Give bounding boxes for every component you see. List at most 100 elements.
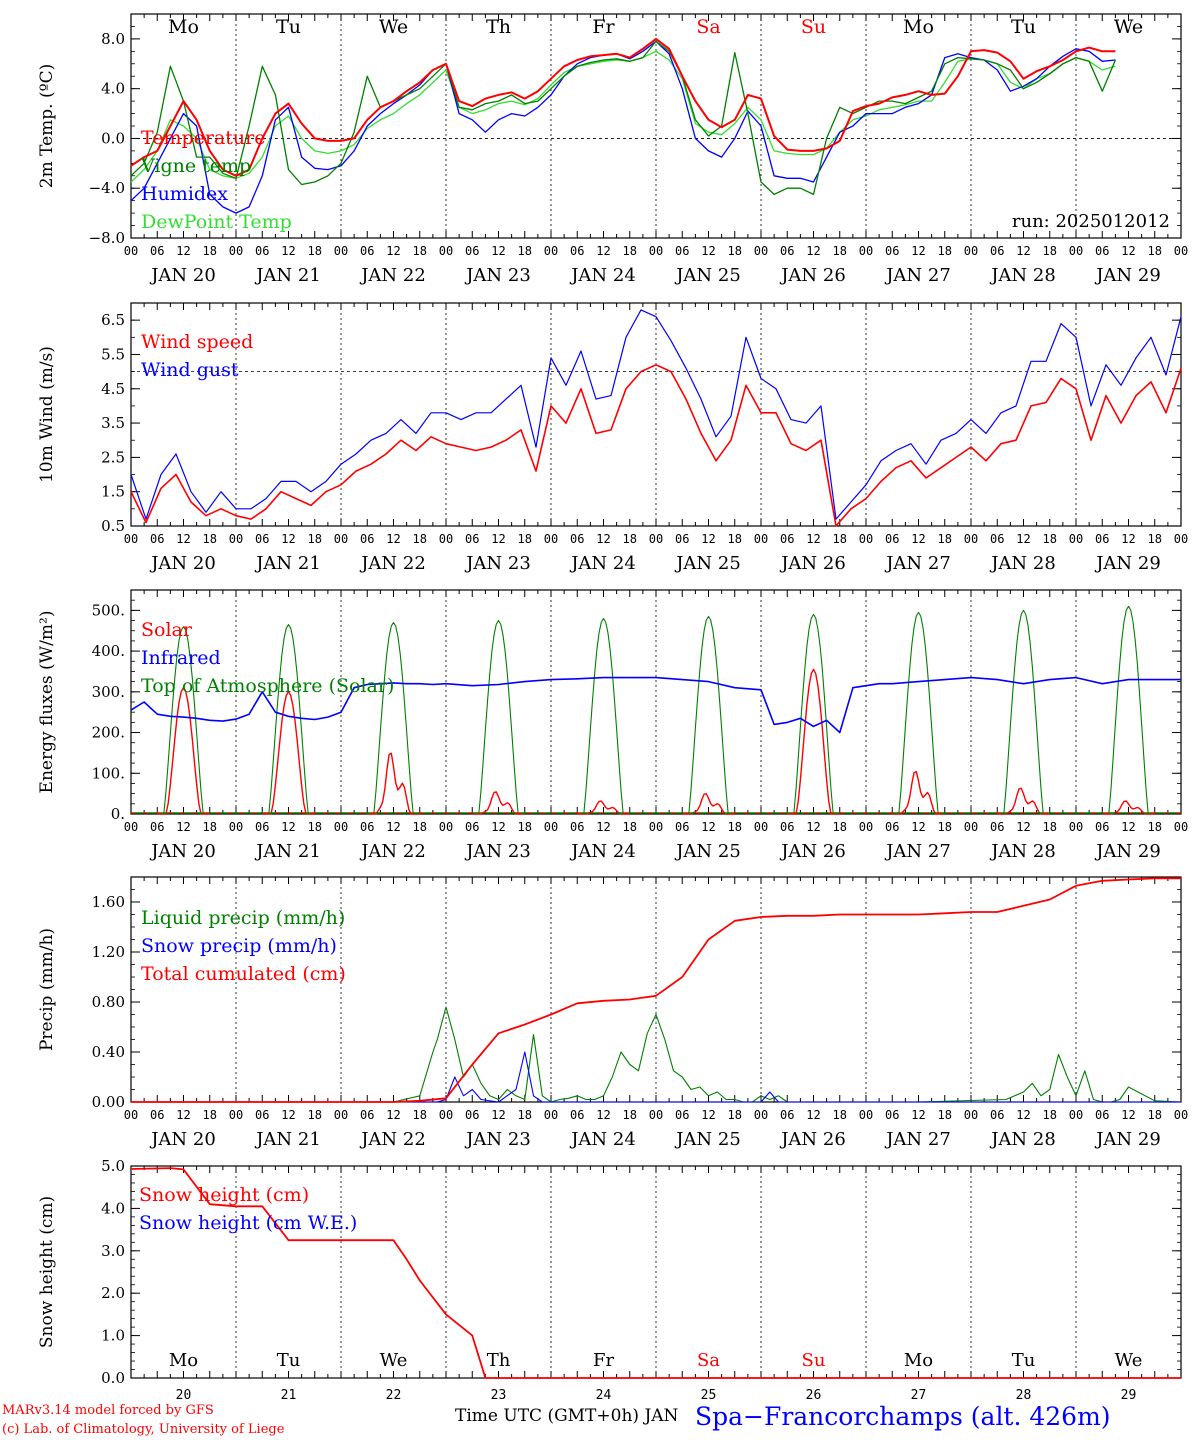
hour-tick-label: 18: [308, 244, 322, 258]
hour-tick-label: 18: [413, 532, 427, 546]
hour-tick-label: 00: [229, 532, 243, 546]
hour-tick-label: 18: [308, 1108, 322, 1122]
hour-tick-label: 00: [544, 532, 558, 546]
date-number-label: 23: [491, 1388, 507, 1403]
hour-tick-label: 00: [964, 244, 978, 258]
y-tick-label: 1.20: [92, 943, 125, 961]
series-line: [472, 619, 525, 815]
hour-tick-label: 00: [544, 244, 558, 258]
y-axis-label: Precip (mm/h): [37, 928, 57, 1051]
hour-tick-label: 00: [544, 820, 558, 834]
series-line: [367, 752, 420, 815]
footer: MARv3.14 model forced by GFS (c) Lab. of…: [2, 1401, 284, 1439]
date-label: JAN 29: [1094, 841, 1161, 862]
weekday-label: Mo: [169, 1350, 198, 1371]
date-label: JAN 22: [359, 841, 426, 862]
date-label: JAN 27: [884, 553, 951, 574]
date-label: JAN 24: [569, 553, 636, 574]
hour-tick-label: 00: [1069, 244, 1083, 258]
hour-tick-label: 18: [1148, 532, 1162, 546]
date-label: JAN 24: [569, 1129, 636, 1150]
hour-tick-label: 06: [150, 820, 164, 834]
date-label: JAN 23: [464, 1129, 531, 1150]
footer-line-copyright: (c) Lab. of Climatology, University of L…: [2, 1422, 285, 1437]
hour-tick-label: 00: [649, 244, 663, 258]
hour-tick-label: 06: [675, 820, 689, 834]
hour-tick-label: 18: [833, 244, 847, 258]
hour-tick-label: 18: [623, 1108, 637, 1122]
hour-tick-label: 00: [1069, 1108, 1083, 1122]
weekday-label: We: [380, 1350, 408, 1371]
legend-item: Infrared: [141, 647, 221, 669]
y-tick-label: 0.00: [92, 1093, 125, 1111]
panel-2: 0.5 1.5 2.5 3.5 4.5 5.5 6.5 10m Wind (m/s) Wind …: [37, 302, 1188, 574]
date-label: JAN 28: [989, 841, 1056, 862]
series-line: [997, 787, 1050, 815]
date-label: JAN 25: [674, 841, 741, 862]
y-tick-label: 500.: [92, 601, 125, 619]
legend-item: DewPoint Temp: [141, 211, 292, 233]
hour-tick-label: 00: [439, 532, 453, 546]
hour-tick-label: 12: [701, 1108, 715, 1122]
legend-item: Snow height (cm): [139, 1184, 309, 1206]
hour-tick-label: 00: [859, 244, 873, 258]
weekday-label: Fr: [592, 16, 615, 38]
weekday-label: We: [1115, 1350, 1143, 1371]
series-line: [787, 613, 840, 815]
hour-tick-label: 06: [780, 532, 794, 546]
hour-tick-label: 18: [518, 244, 532, 258]
hour-tick-label: 12: [806, 532, 820, 546]
series-line: [682, 615, 735, 815]
hour-tick-label: 06: [780, 244, 794, 258]
y-tick-label: 4.0: [101, 80, 125, 98]
series-line: [131, 1051, 1181, 1103]
series-line: [892, 771, 945, 815]
hour-tick-label: 06: [150, 532, 164, 546]
hour-tick-label: 06: [1095, 532, 1109, 546]
y-tick-label: 2.0: [101, 1284, 125, 1302]
hour-tick-label: 12: [386, 244, 400, 258]
hour-tick-label: 12: [1016, 532, 1030, 546]
hour-tick-label: 00: [334, 244, 348, 258]
hour-tick-label: 12: [176, 244, 190, 258]
hour-tick-label: 12: [281, 820, 295, 834]
y-tick-label: 4.5: [101, 380, 125, 398]
date-label: JAN 27: [884, 1129, 951, 1150]
hour-tick-label: 06: [885, 244, 899, 258]
weekday-label: Fr: [593, 1350, 614, 1371]
hour-tick-label: 12: [176, 820, 190, 834]
hour-tick-label: 18: [833, 820, 847, 834]
hour-tick-label: 12: [1121, 820, 1135, 834]
series-line: [157, 626, 210, 815]
hour-tick-label: 12: [701, 244, 715, 258]
legend-item: Temperature: [141, 127, 265, 149]
y-axis-label: 10m Wind (m/s): [37, 346, 57, 483]
hour-tick-label: 00: [124, 244, 138, 258]
y-tick-label: 5.5: [101, 345, 125, 363]
date-label: JAN 20: [149, 1129, 216, 1150]
hour-tick-label: 12: [386, 1108, 400, 1122]
weekday-label: Su: [802, 1350, 826, 1371]
weekday-label: We: [1114, 16, 1143, 38]
y-tick-label: 0.80: [92, 993, 125, 1011]
hour-tick-label: 18: [938, 1108, 952, 1122]
date-number-label: 24: [596, 1388, 612, 1403]
hour-tick-label: 18: [203, 532, 217, 546]
hour-tick-label: 12: [1121, 532, 1135, 546]
date-label: JAN 23: [464, 265, 531, 286]
weekday-label: We: [379, 16, 408, 38]
hour-tick-label: 12: [911, 532, 925, 546]
hour-tick-label: 12: [911, 820, 925, 834]
hour-tick-label: 12: [176, 532, 190, 546]
series-line: [157, 687, 210, 815]
weekday-label: Th: [487, 1350, 511, 1371]
hour-tick-label: 00: [334, 820, 348, 834]
hour-tick-label: 00: [124, 820, 138, 834]
legend-item: Top of Atmosphere (Solar): [141, 675, 394, 697]
hour-tick-label: 06: [990, 820, 1004, 834]
hour-tick-label: 18: [623, 820, 637, 834]
hour-tick-label: 06: [570, 820, 584, 834]
hour-tick-label: 00: [964, 532, 978, 546]
hour-tick-label: 06: [150, 1108, 164, 1122]
